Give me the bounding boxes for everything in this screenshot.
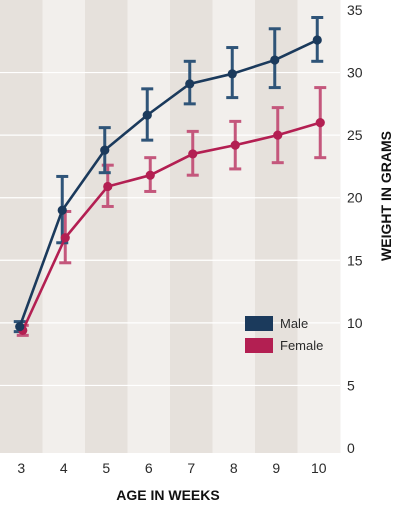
y-tick-label: 15 — [347, 252, 363, 268]
x-tick-label: 6 — [145, 460, 153, 476]
y-tick-label: 30 — [347, 65, 363, 81]
legend: Male Female — [245, 316, 323, 353]
y-tick-label: 5 — [347, 377, 355, 393]
background-band — [297, 0, 341, 453]
series-points — [15, 35, 325, 335]
data-point-male — [57, 205, 67, 215]
data-point-female — [188, 149, 198, 159]
data-point-male — [15, 322, 25, 332]
background-band — [0, 0, 43, 453]
x-tick-labels: 3 4 5 6 7 8 9 10 — [17, 460, 326, 476]
legend-swatch-male — [245, 316, 273, 331]
series-lines — [18, 38, 321, 331]
y-tick-label: 0 — [347, 440, 355, 456]
data-point-male — [227, 69, 237, 79]
background-band — [255, 0, 298, 453]
data-point-male — [312, 35, 322, 45]
legend-label-male: Male — [280, 316, 308, 331]
data-point-male — [185, 79, 195, 89]
x-tick-label: 8 — [230, 460, 238, 476]
data-point-female — [315, 118, 325, 128]
y-axis-title: WEIGHT IN GRAMS — [378, 131, 394, 261]
y-tick-label: 25 — [347, 127, 363, 143]
x-tick-label: 10 — [311, 460, 327, 476]
y-tick-labels: 0 5 10 15 20 25 30 35 — [347, 2, 363, 456]
data-point-female — [145, 170, 155, 180]
x-axis-title: AGE IN WEEKS — [116, 487, 219, 503]
x-tick-label: 7 — [187, 460, 195, 476]
series-line-female — [21, 121, 321, 331]
background-bands — [0, 0, 341, 453]
grid-lines — [0, 71, 340, 387]
background-band — [85, 0, 128, 453]
x-tick-label: 9 — [272, 460, 280, 476]
x-tick-label: 4 — [60, 460, 68, 476]
data-point-male — [142, 110, 152, 120]
y-tick-label: 20 — [347, 190, 363, 206]
x-tick-label: 5 — [102, 460, 110, 476]
data-point-female — [60, 233, 70, 243]
background-band — [127, 0, 171, 453]
series-line-male — [18, 38, 318, 328]
x-tick-label: 3 — [17, 460, 25, 476]
data-point-female — [273, 130, 283, 140]
legend-swatch-female — [245, 338, 273, 353]
data-point-male — [100, 145, 110, 155]
data-point-male — [270, 55, 280, 65]
y-tick-label: 10 — [347, 315, 363, 331]
data-point-female — [230, 140, 240, 150]
background-band — [170, 0, 213, 453]
legend-label-female: Female — [280, 338, 323, 353]
y-tick-label: 35 — [347, 2, 363, 18]
data-point-female — [103, 181, 113, 192]
